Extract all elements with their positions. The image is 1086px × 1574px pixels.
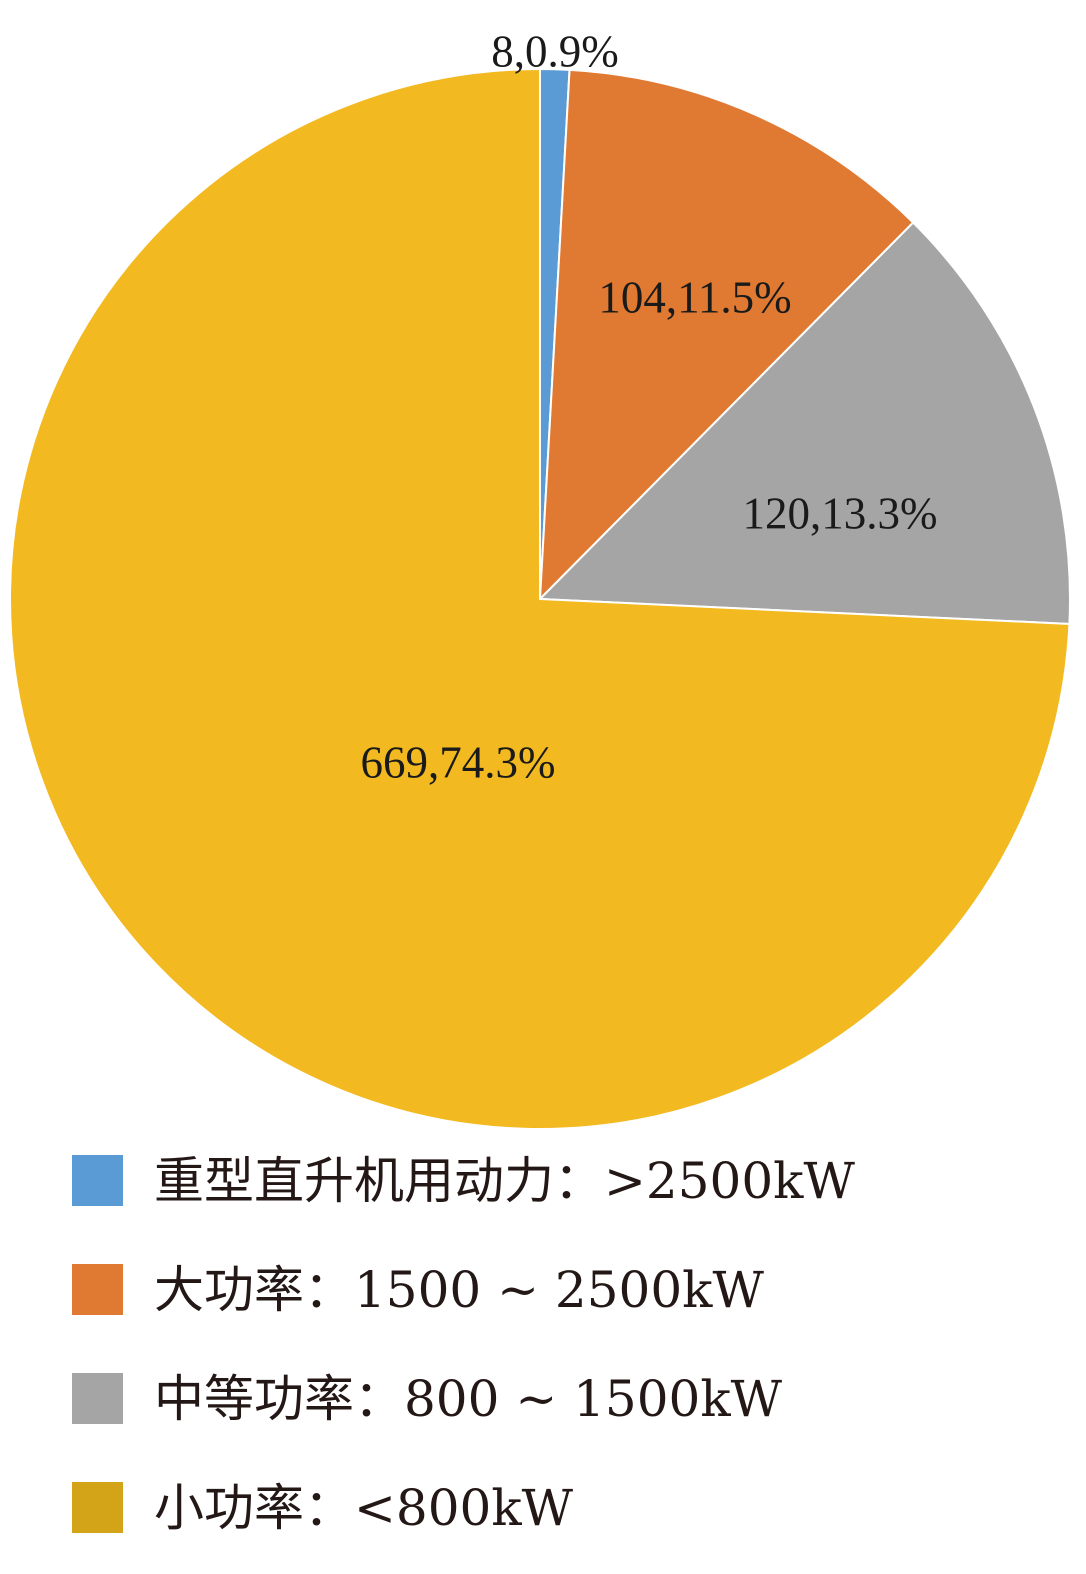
slice-label-medium: 120,13.3% [743, 488, 938, 538]
legend-label-heavy: 重型直升机用动力：>2500kW [154, 1152, 855, 1210]
legend-label-medium: 中等功率：800 ~ 1500kW [154, 1370, 783, 1428]
pie-slice-large [538, 68, 915, 602]
legend-label-large: 大功率：1500 ~ 2500kW [154, 1261, 764, 1319]
pie-slices [9, 67, 1071, 1130]
legend-swatch-medium [72, 1373, 123, 1424]
legend-swatch-small [72, 1482, 123, 1533]
chart-legend: 重型直升机用动力：>2500kW 大功率：1500 ~ 2500kW 中等功率：… [72, 1138, 1072, 1574]
slice-label-large: 104,11.5% [598, 272, 791, 322]
legend-label-small: 小功率：<800kW [154, 1479, 574, 1537]
legend-swatch-large [72, 1264, 123, 1315]
pie-slice-medium [537, 221, 1071, 625]
pie-labels: 8,0.9% 104,11.5% 120,13.3% 669,74.3% [361, 26, 938, 787]
legend-item-small: 小功率：<800kW [72, 1465, 1072, 1574]
legend-swatch-heavy [72, 1155, 123, 1206]
slice-label-small: 669,74.3% [361, 737, 556, 787]
slice-label-heavy: 8,0.9% [491, 26, 619, 76]
legend-item-medium: 中等功率：800 ~ 1500kW [72, 1356, 1072, 1465]
legend-item-heavy: 重型直升机用动力：>2500kW [72, 1138, 1072, 1247]
pie-slice-small [9, 67, 1071, 1130]
legend-item-large: 大功率：1500 ~ 2500kW [72, 1247, 1072, 1356]
